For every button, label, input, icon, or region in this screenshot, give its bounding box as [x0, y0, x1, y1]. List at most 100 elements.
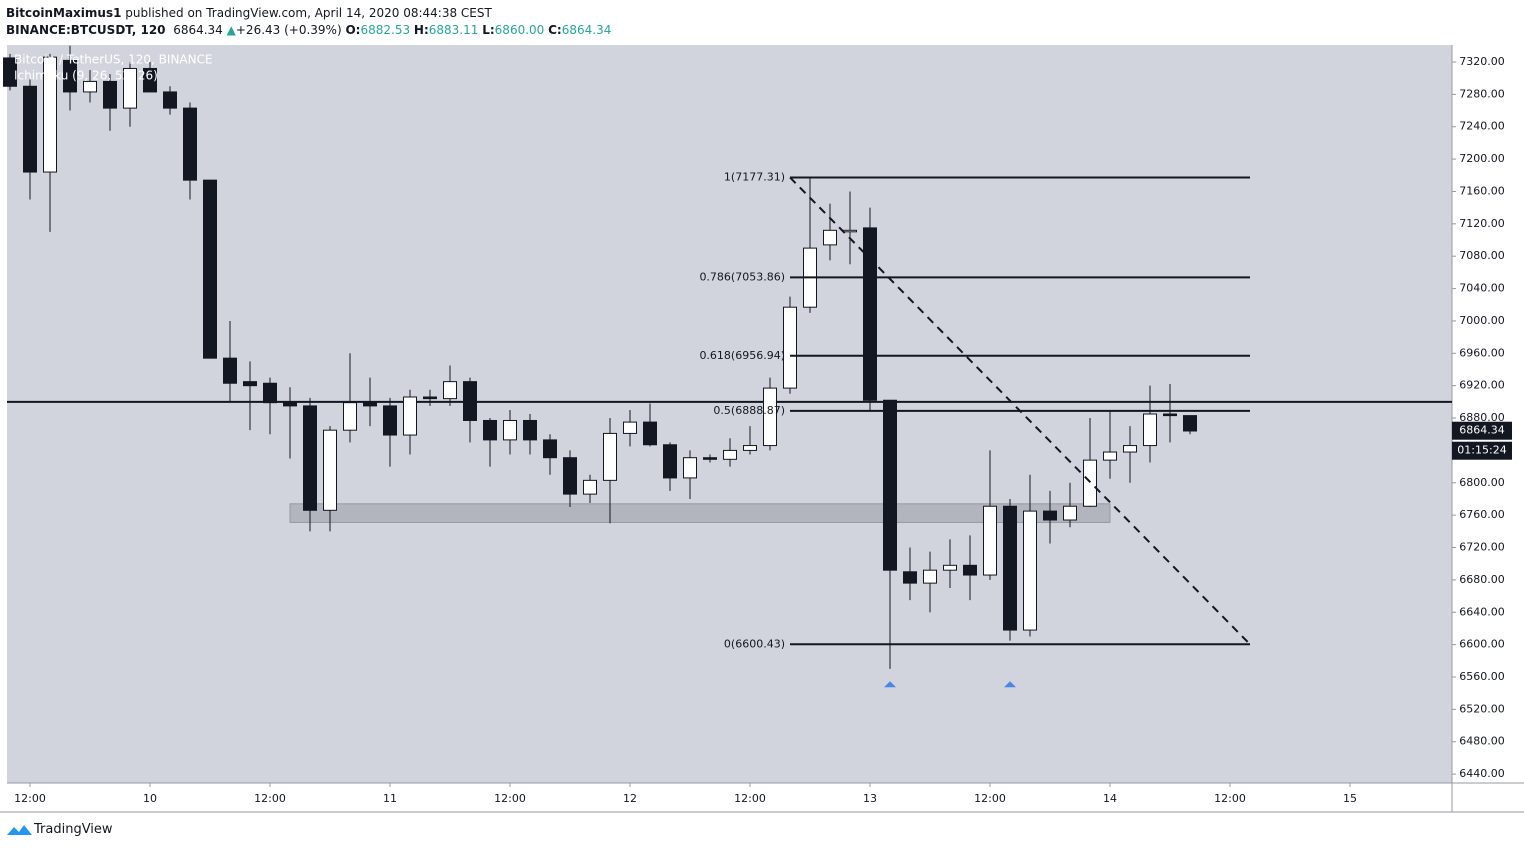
- change-arrow: ▲: [226, 23, 236, 37]
- candle-body: [543, 439, 557, 459]
- author: BitcoinMaximus1: [6, 6, 122, 20]
- candle-body: [1063, 505, 1077, 521]
- price-label-bg: [1452, 421, 1512, 440]
- candle-body: [743, 445, 757, 451]
- candle-body: [3, 57, 17, 87]
- plot-background: [7, 45, 1452, 783]
- candle-body: [303, 405, 317, 511]
- candle-body: [423, 396, 437, 400]
- x-tick-label: 12:00: [254, 792, 286, 805]
- published: published on TradingView.com, April 14, …: [125, 6, 492, 20]
- candle-body: [83, 80, 97, 93]
- candle-body: [383, 405, 397, 436]
- y-tick-label: 6920.00: [1459, 379, 1505, 392]
- x-tick-label: 12: [623, 792, 637, 805]
- h: 6883.11: [428, 23, 479, 37]
- candle-body: [343, 402, 357, 431]
- candle-body: [223, 357, 237, 384]
- fib-label: 0.786(7053.86): [699, 270, 785, 283]
- candle-body: [1083, 459, 1097, 507]
- fib-label: 0.618(6956.94): [699, 349, 785, 362]
- candle-body: [523, 419, 537, 441]
- candle-body: [563, 457, 577, 495]
- c: 6864.34: [561, 23, 612, 37]
- y-tick-label: 7080.00: [1459, 249, 1505, 262]
- y-tick-label: 6520.00: [1459, 702, 1505, 715]
- candle-body: [703, 457, 717, 460]
- y-tick-label: 7240.00: [1459, 120, 1505, 133]
- candle-body: [943, 564, 957, 571]
- y-tick-label: 6560.00: [1459, 670, 1505, 683]
- x-tick-label: 14: [1103, 792, 1117, 805]
- candle-body: [1023, 510, 1037, 631]
- legend-entry: Bitcoin / TetherUS, 120, BINANCE: [14, 53, 213, 67]
- signal-marker: [1004, 681, 1016, 688]
- candle-body: [903, 571, 917, 584]
- y-tick-label: 6680.00: [1459, 573, 1505, 586]
- x-tick-label: 15: [1343, 792, 1357, 805]
- candle-body: [1123, 445, 1137, 453]
- candle-body: [623, 421, 637, 434]
- countdown: 01:15:24: [1457, 444, 1506, 457]
- l-label: L:: [482, 23, 495, 37]
- y-tick-label: 7280.00: [1459, 87, 1505, 100]
- h-label: H:: [413, 23, 429, 37]
- chart: 6440.00 6480.00 6520.00 6560.00 6600.00 6640.…: [0, 45, 1524, 813]
- candle-body: [203, 179, 217, 359]
- candle-body: [1103, 451, 1117, 461]
- y-tick-label: 6880.00: [1459, 411, 1505, 424]
- y-tick-label: 6720.00: [1459, 541, 1505, 554]
- x-tick-label: 11: [383, 792, 397, 805]
- candle-body: [23, 85, 37, 173]
- legend-entry: Ichimoku (9, 26, 52, 26): [14, 69, 158, 83]
- o: 6882.53: [360, 23, 411, 37]
- x-tick-label: 12:00: [14, 792, 46, 805]
- candle-body: [103, 80, 117, 109]
- publish-line: BitcoinMaximus1 published on TradingView…: [6, 5, 611, 22]
- candle-body: [963, 564, 977, 576]
- price-label: 6864.34: [1459, 424, 1505, 437]
- footer: TradingView: [34, 822, 113, 837]
- candle-body: [503, 419, 517, 441]
- last: 6864.34: [173, 23, 223, 37]
- candle-body: [1183, 415, 1197, 432]
- candle-body: [463, 381, 477, 421]
- support-zone: [289, 503, 1111, 523]
- candle-body: [283, 402, 297, 407]
- y-tick-label: 7000.00: [1459, 314, 1505, 327]
- candle-body: [783, 306, 797, 389]
- candle-body: [323, 429, 337, 511]
- y-tick-label: 7120.00: [1459, 217, 1505, 230]
- l: 6860.00: [494, 23, 545, 37]
- header: BitcoinMaximus1 published on TradingView…: [6, 5, 611, 39]
- y-tick-label: 6600.00: [1459, 638, 1505, 651]
- candle-body: [923, 569, 937, 584]
- fib-label: 1(7177.31): [724, 170, 785, 183]
- symbol-line: BINANCE:BTCUSDT, 120 6864.34 ▲+26.43 (+0…: [6, 22, 611, 39]
- candle-body: [583, 479, 597, 495]
- y-tick-label: 6800.00: [1459, 476, 1505, 489]
- fib-label: 0(6600.43): [724, 637, 785, 650]
- candle-body: [883, 399, 897, 571]
- candle-body: [63, 59, 77, 93]
- candle-body: [163, 91, 177, 109]
- fib-label: 0.5(6888.87): [713, 404, 785, 417]
- candle-body: [183, 107, 197, 181]
- candle-body: [723, 449, 737, 460]
- candle-body: [263, 382, 277, 404]
- y-tick-label: 6960.00: [1459, 346, 1505, 359]
- logo-icon: [7, 825, 32, 835]
- x-tick-label: 12:00: [1214, 792, 1246, 805]
- y-tick-label: 7200.00: [1459, 152, 1505, 165]
- c-label: C:: [548, 23, 562, 37]
- candle-body: [243, 381, 257, 387]
- candle-body: [123, 67, 137, 109]
- symbol: BINANCE:BTCUSDT, 120: [6, 23, 166, 37]
- candle-body: [843, 229, 857, 233]
- y-tick-label: 6480.00: [1459, 735, 1505, 748]
- y-tick-label: 6640.00: [1459, 605, 1505, 618]
- candle-body: [363, 402, 377, 407]
- y-tick-label: 7320.00: [1459, 55, 1505, 68]
- candle-body: [1143, 413, 1157, 447]
